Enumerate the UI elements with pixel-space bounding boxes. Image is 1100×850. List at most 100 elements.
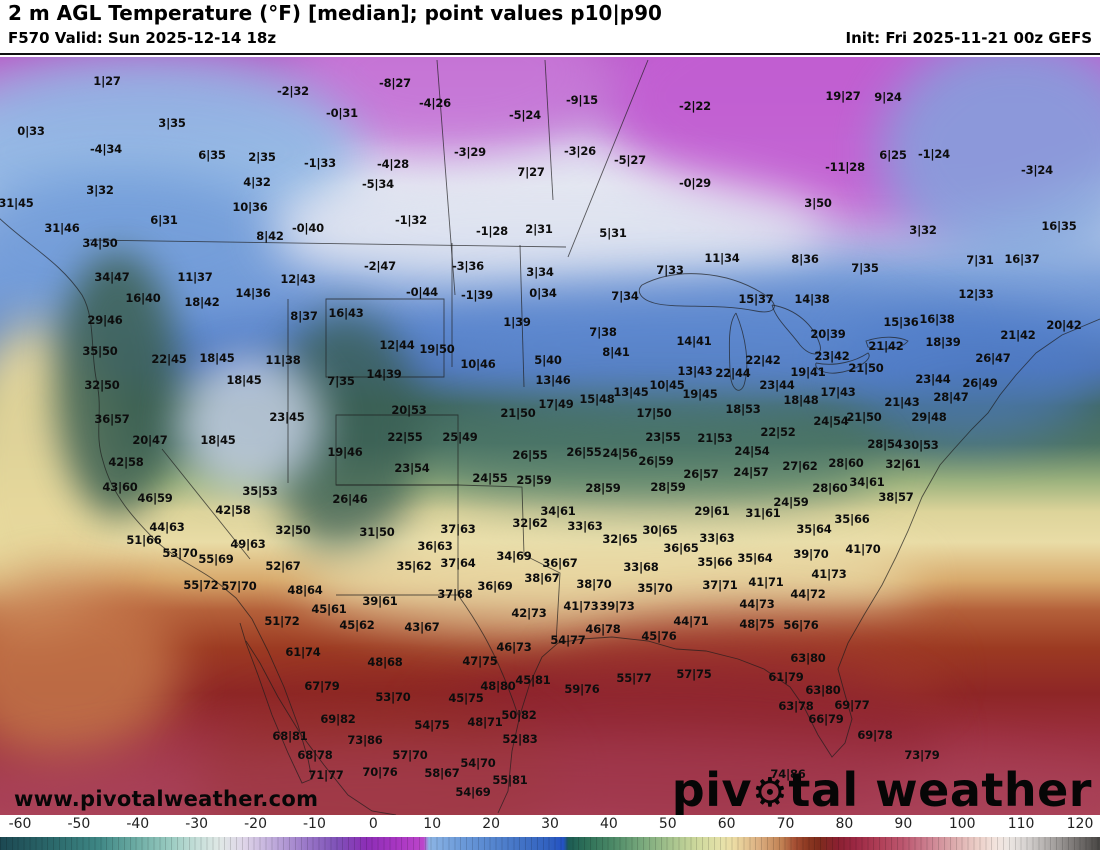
- point-value: 57|70: [392, 748, 428, 762]
- point-value: 10|46: [460, 357, 496, 371]
- point-value: 39|61: [362, 594, 398, 608]
- point-value: 43|67: [404, 620, 440, 634]
- state-border-wyoming: [325, 298, 445, 378]
- point-value: -0|40: [292, 221, 324, 235]
- point-value: 66|79: [808, 712, 844, 726]
- colorbar-tick: 40: [599, 816, 618, 832]
- colorbar-tick: 20: [482, 816, 501, 832]
- point-value: 36|57: [94, 412, 130, 426]
- valid-time-label: F570 Valid: Sun 2025-12-14 18z: [8, 29, 277, 47]
- point-value: 31|61: [745, 506, 781, 520]
- point-value: 1|27: [93, 74, 121, 88]
- point-value: -0|44: [406, 285, 438, 299]
- point-value: 34|69: [496, 549, 532, 563]
- point-value: 56|76: [783, 618, 819, 632]
- logo-text-suffix: tal weather: [788, 763, 1092, 815]
- point-value: 43|60: [102, 480, 138, 494]
- point-value: 45|61: [311, 602, 347, 616]
- point-value: 35|53: [242, 484, 278, 498]
- logo-text-prefix: piv: [671, 763, 752, 815]
- meridian-line-3: [567, 59, 649, 258]
- point-value: 7|27: [517, 165, 545, 179]
- point-value: 34|47: [94, 270, 130, 284]
- point-value: 45|81: [515, 673, 551, 687]
- point-value: 31|46: [44, 221, 80, 235]
- point-value: 26|49: [962, 376, 998, 390]
- point-value: 16|43: [328, 306, 364, 320]
- point-value: 29|46: [87, 313, 123, 327]
- point-value: 57|70: [221, 579, 257, 593]
- temp-shade-coastrange-green: [55, 252, 180, 517]
- point-value: 9|24: [874, 90, 902, 104]
- point-value: -4|26: [419, 96, 451, 110]
- point-value: 35|66: [697, 555, 733, 569]
- point-value: -3|36: [452, 259, 484, 273]
- point-value: 18|53: [725, 402, 761, 416]
- point-value: 41|73: [563, 599, 599, 613]
- temp-shade-greatbasin-pale: [178, 355, 323, 490]
- point-value: 19|27: [825, 89, 861, 103]
- point-value: 58|67: [424, 766, 460, 780]
- point-value: -3|26: [564, 144, 596, 158]
- point-value: 48|75: [739, 617, 775, 631]
- point-value: 55|72: [183, 578, 219, 592]
- point-value: 18|45: [199, 351, 235, 365]
- point-value: 42|58: [215, 503, 251, 517]
- state-border-texas: [457, 484, 561, 644]
- lake-superior: [638, 273, 775, 313]
- point-value: 46|73: [496, 640, 532, 654]
- point-value: 54|70: [460, 756, 496, 770]
- temp-shade-prairie-pale: [270, 172, 830, 287]
- point-value: 0|33: [17, 124, 45, 138]
- point-value: 20|47: [132, 433, 168, 447]
- point-value: 1|39: [503, 315, 531, 329]
- point-value: 71|77: [308, 768, 344, 782]
- colorbar-tick: -10: [303, 816, 326, 832]
- point-value: 35|64: [737, 551, 773, 565]
- point-value: 37|64: [440, 556, 476, 570]
- point-value: -1|28: [476, 224, 508, 238]
- point-value: -0|29: [679, 176, 711, 190]
- point-value: 21|53: [697, 431, 733, 445]
- point-value: 18|48: [783, 393, 819, 407]
- point-value: 63|80: [805, 683, 841, 697]
- point-value: 47|75: [462, 654, 498, 668]
- point-value: 46|78: [585, 622, 621, 636]
- point-value: 7|35: [327, 374, 355, 388]
- point-value: 73|86: [347, 733, 383, 747]
- point-value: 24|56: [602, 446, 638, 460]
- point-value: -3|24: [1021, 163, 1053, 177]
- point-value: 28|59: [585, 481, 621, 495]
- point-value: 35|50: [82, 344, 118, 358]
- point-value: 20|39: [810, 327, 846, 341]
- point-value: 14|39: [366, 367, 402, 381]
- point-value: 35|70: [637, 581, 673, 595]
- point-value: 23|54: [394, 461, 430, 475]
- point-value: 33|68: [623, 560, 659, 574]
- point-value: 21|43: [884, 395, 920, 409]
- point-value: 27|62: [782, 459, 818, 473]
- point-value: 22|52: [760, 425, 796, 439]
- point-value: 33|63: [567, 519, 603, 533]
- colorbar-tick: 60: [717, 816, 736, 832]
- point-value: 48|71: [467, 715, 503, 729]
- point-value: 10|45: [649, 378, 685, 392]
- point-value: 23|45: [269, 410, 305, 424]
- point-value: 23|55: [645, 430, 681, 444]
- point-value: 20|42: [1046, 318, 1082, 332]
- point-value: 26|47: [975, 351, 1011, 365]
- colorbar: [0, 837, 1100, 850]
- point-value: 21|42: [868, 339, 904, 353]
- point-value: 32|61: [885, 457, 921, 471]
- point-value: -1|32: [395, 213, 427, 227]
- colorbar-tick: -60: [8, 816, 32, 832]
- colorbar-tick: 100: [948, 816, 976, 832]
- point-value: 16|35: [1041, 219, 1077, 233]
- page-title: 2 m AGL Temperature (°F) [median]; point…: [8, 1, 662, 25]
- point-value: 28|59: [650, 480, 686, 494]
- temp-shade-tropic-rose: [0, 732, 1100, 815]
- point-value: 63|80: [790, 651, 826, 665]
- point-value: 8|42: [256, 229, 284, 243]
- point-value: 48|68: [367, 655, 403, 669]
